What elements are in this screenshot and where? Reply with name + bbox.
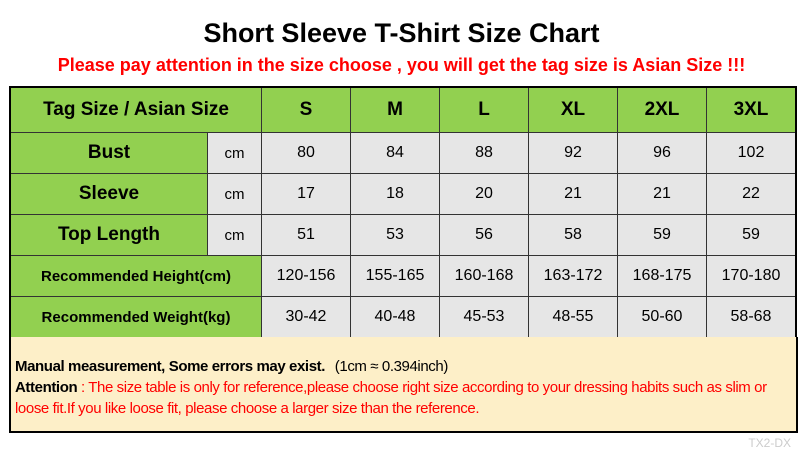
size-header: XL [528, 86, 618, 133]
unit-cell: cm [207, 214, 262, 256]
table-row: Recommended Height(cm) 120-156 155-165 1… [9, 255, 797, 297]
value-cell: 168-175 [617, 255, 707, 297]
table-row: Bust cm 80 84 88 92 96 102 [9, 132, 797, 174]
value-cell: 120-156 [261, 255, 351, 297]
size-header: M [350, 86, 440, 133]
value-cell: 21 [617, 173, 707, 215]
value-cell: 92 [528, 132, 618, 174]
note-conversion: (1cm ≈ 0.394inch) [334, 358, 449, 375]
value-cell: 96 [617, 132, 707, 174]
value-cell: 56 [439, 214, 529, 256]
table-row: Sleeve cm 17 18 20 21 21 22 [9, 173, 797, 215]
value-cell: 170-180 [706, 255, 797, 297]
value-cell: 59 [706, 214, 797, 256]
size-header: 2XL [617, 86, 707, 133]
value-cell: 84 [350, 132, 440, 174]
value-cell: 80 [261, 132, 351, 174]
unit-cell: cm [207, 173, 262, 215]
attention-text: : The size table is only for reference,p… [15, 379, 767, 417]
value-cell: 48-55 [528, 296, 618, 339]
size-header: S [261, 86, 351, 133]
page-title: Short Sleeve T-Shirt Size Chart [203, 18, 600, 48]
value-cell: 50-60 [617, 296, 707, 339]
value-cell: 58 [528, 214, 618, 256]
value-cell: 18 [350, 173, 440, 215]
row-label: Bust [9, 132, 208, 174]
unit-cell: cm [207, 132, 262, 174]
value-cell: 163-172 [528, 255, 618, 297]
value-cell: 20 [439, 173, 529, 215]
asian-size-warning: Please pay attention in the size choose … [57, 55, 746, 75]
value-cell: 59 [617, 214, 707, 256]
size-header: L [439, 86, 529, 133]
value-cell: 40-48 [350, 296, 440, 339]
table-header-row: Tag Size / Asian Size S M L XL 2XL 3XL [9, 86, 797, 133]
size-table: Tag Size / Asian Size S M L XL 2XL 3XL B… [9, 86, 797, 339]
table-row: Recommended Weight(kg) 30-42 40-48 45-53… [9, 296, 797, 339]
value-cell: 30-42 [261, 296, 351, 339]
attention-label: Attention [15, 379, 78, 396]
value-cell: 21 [528, 173, 618, 215]
value-cell: 45-53 [439, 296, 529, 339]
note-box: Manual measurement, Some errors may exis… [9, 337, 798, 433]
value-cell: 22 [706, 173, 797, 215]
table-row: Top Length cm 51 53 56 58 59 59 [9, 214, 797, 256]
header-label: Tag Size / Asian Size [9, 86, 262, 133]
value-cell: 53 [350, 214, 440, 256]
value-cell: 17 [261, 173, 351, 215]
size-header: 3XL [706, 86, 797, 133]
row-label: Recommended Weight(kg) [9, 296, 262, 339]
value-cell: 58-68 [706, 296, 797, 339]
value-cell: 155-165 [350, 255, 440, 297]
watermark: TX2-DX [748, 436, 791, 450]
note-disclaimer: Manual measurement, Some errors may exis… [15, 358, 326, 375]
value-cell: 160-168 [439, 255, 529, 297]
row-label: Sleeve [9, 173, 208, 215]
row-label: Recommended Height(cm) [9, 255, 262, 297]
value-cell: 88 [439, 132, 529, 174]
value-cell: 51 [261, 214, 351, 256]
value-cell: 102 [706, 132, 797, 174]
row-label: Top Length [9, 214, 208, 256]
